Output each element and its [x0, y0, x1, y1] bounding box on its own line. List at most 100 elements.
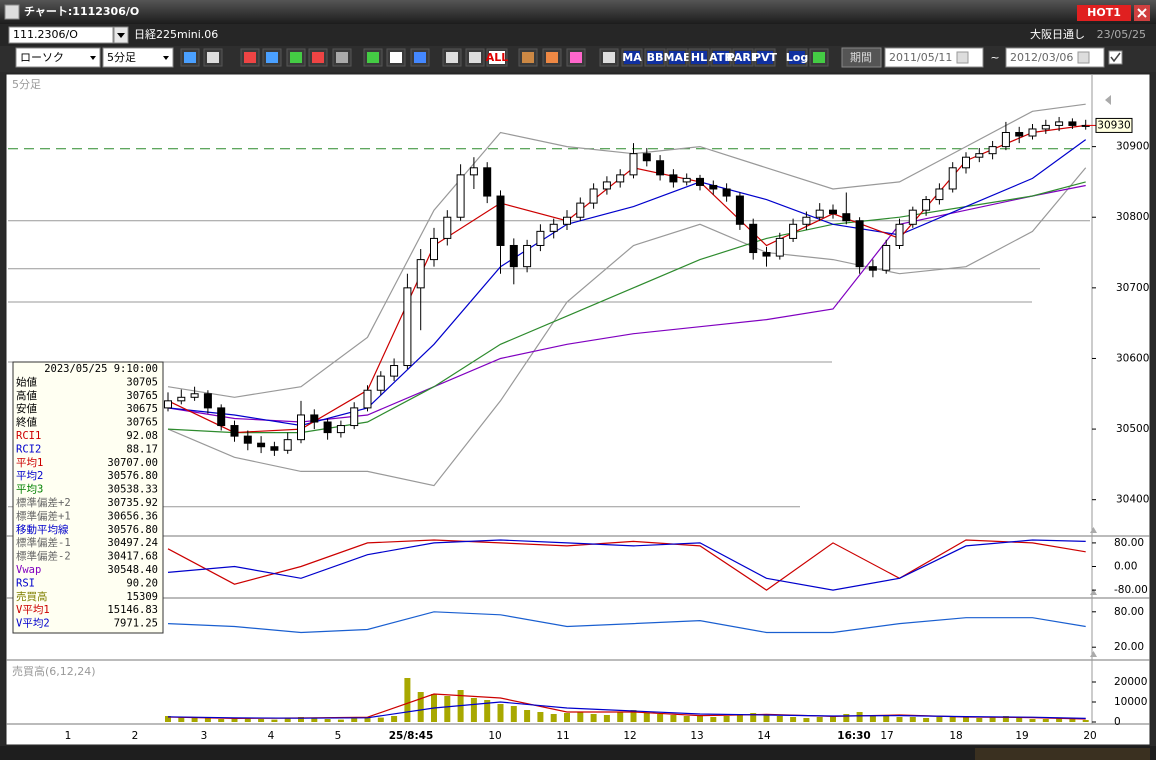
y-tick-label: -80.00 [1114, 584, 1148, 596]
status-bar [0, 746, 1156, 760]
volume-bar [869, 715, 876, 722]
info-label: V平均2 [16, 617, 50, 630]
volume-bar [683, 716, 690, 722]
volume-bar [723, 716, 730, 722]
last-price-box [1095, 117, 1133, 133]
y-tick-label: 80.00 [1114, 606, 1144, 618]
button-label: ATR [709, 51, 733, 64]
volume-bar [736, 714, 743, 722]
volume-bar [271, 719, 278, 722]
info-label: 安値 [16, 402, 37, 415]
y-tick-label: 0 [1114, 716, 1121, 728]
hot-badge[interactable] [1077, 5, 1131, 21]
info-label: 売買高 [16, 590, 48, 603]
candle-body [895, 223, 904, 246]
volume-bar [1042, 719, 1049, 722]
candle-body [350, 407, 359, 427]
y-tick-label: 20000 [1114, 676, 1147, 688]
volume-bar [218, 719, 225, 722]
volume-bar [165, 716, 171, 722]
candle-body [376, 375, 385, 391]
info-value: 15146.83 [107, 604, 158, 616]
info-value: 30497.24 [107, 537, 158, 549]
calendar-icon [1077, 51, 1090, 64]
volume-bar [1082, 720, 1089, 722]
info-label: 平均2 [16, 469, 43, 482]
info-value: 15309 [126, 591, 158, 603]
volume-bar [790, 717, 797, 722]
button-face [757, 51, 773, 64]
info-label: 高値 [16, 389, 37, 402]
x-tick-label: 13 [690, 730, 703, 742]
rsi-line [167, 611, 1086, 634]
volume-bar [537, 712, 544, 722]
volume-bar [337, 719, 344, 722]
candle-body [336, 425, 345, 434]
button-icon [312, 52, 324, 63]
volume-bar [976, 718, 983, 722]
volume-bar [750, 713, 757, 722]
volume-bar [710, 717, 717, 722]
period-button[interactable] [841, 47, 882, 68]
calendar-icon [956, 51, 969, 64]
app-icon [4, 4, 20, 20]
candle-body [549, 223, 558, 232]
volume-bar [204, 718, 211, 722]
info-box: 2023/05/25 9:10:00 始値 30705 高値 30765 安値 30675 終… [12, 361, 164, 634]
chart-type-select[interactable] [15, 47, 101, 68]
volume-bar [404, 678, 411, 722]
volume-bar [564, 713, 570, 722]
volume-label: 売買高(6,12,24) [12, 664, 96, 678]
y-tick-label: 10000 [1114, 696, 1147, 708]
close-icon [1137, 8, 1147, 18]
info-label: RSI [16, 577, 35, 589]
candle-body [962, 156, 970, 169]
symbol-input[interactable] [8, 26, 114, 44]
x-tick-label: 2 [132, 730, 139, 742]
volume-bar [603, 715, 610, 722]
volume-bar [816, 717, 823, 722]
candle-body [164, 400, 172, 409]
button-label: MA [622, 51, 642, 64]
candle-body [1028, 128, 1037, 137]
volume-bar [391, 716, 398, 722]
volume-bar [524, 710, 531, 722]
volume-bar [364, 717, 371, 722]
check-mark [1110, 52, 1121, 63]
button-face [691, 51, 707, 64]
info-value: 30417.68 [107, 551, 158, 563]
candle-body [696, 177, 704, 186]
volume-bar [1002, 716, 1009, 722]
button-face [489, 51, 505, 64]
volume-bar [577, 712, 584, 722]
volume-bar [776, 716, 783, 722]
button-icon [469, 52, 481, 63]
candle-body [908, 209, 917, 225]
candle-body [283, 439, 292, 451]
candle-body [682, 177, 691, 183]
to-date: 2012/03/06 [1010, 51, 1073, 64]
candle-body [230, 425, 239, 437]
info-label: 標準偏差-1 [16, 536, 71, 549]
candle-body [922, 199, 931, 211]
info-label: 終値 [16, 416, 37, 429]
volume-bar [949, 716, 956, 722]
interval-select[interactable] [102, 47, 174, 68]
volume-bar [830, 716, 836, 722]
button-label: PVT [753, 51, 778, 64]
candle-body [257, 442, 266, 448]
button-face [624, 51, 640, 64]
info-label: 標準偏差+1 [16, 509, 71, 522]
info-label: V平均1 [16, 603, 50, 616]
session: 大阪日通し [1030, 27, 1085, 41]
panel-label: 5分足 [12, 78, 41, 91]
info-value: 30705 [126, 376, 158, 388]
candle-body [802, 216, 811, 225]
y-tick-label: 30900 [1116, 141, 1149, 153]
volume-bar [444, 696, 451, 722]
candle-body [749, 223, 758, 254]
candle-body [203, 393, 212, 409]
candle-body [789, 223, 798, 239]
info-label: 平均3 [16, 483, 43, 496]
